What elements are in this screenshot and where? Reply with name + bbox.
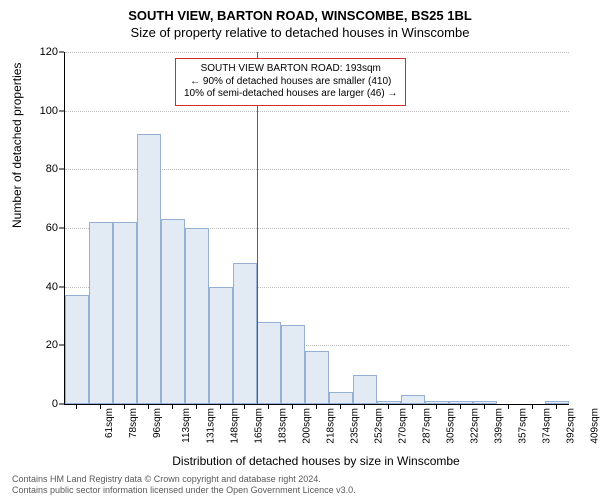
histogram-bar xyxy=(113,222,137,404)
histogram-bar xyxy=(377,401,401,404)
x-tick-label: 374sqm xyxy=(542,408,553,444)
x-tick-mark xyxy=(316,404,317,409)
x-tick-label: 287sqm xyxy=(422,408,433,444)
histogram-bar xyxy=(185,228,209,404)
y-tick-label: 20 xyxy=(46,339,58,351)
x-tick-mark xyxy=(172,404,173,409)
x-tick-mark xyxy=(148,404,149,409)
chart-subtitle: Size of property relative to detached ho… xyxy=(0,23,600,40)
y-tick-label: 0 xyxy=(52,398,58,410)
gridline xyxy=(65,111,569,112)
y-tick-label: 60 xyxy=(46,222,58,234)
histogram-bar xyxy=(329,392,353,404)
x-tick-label: 392sqm xyxy=(566,408,577,444)
x-tick-mark xyxy=(100,404,101,409)
histogram-bar xyxy=(89,222,113,404)
x-axis-label: Distribution of detached houses by size … xyxy=(64,454,568,468)
plot-area: SOUTH VIEW BARTON ROAD: 193sqm ← 90% of … xyxy=(64,52,569,405)
annotation-line-2: ← 90% of detached houses are smaller (41… xyxy=(184,76,397,89)
x-tick-mark xyxy=(532,404,533,409)
x-tick-mark xyxy=(220,404,221,409)
footer-line-1: Contains HM Land Registry data © Crown c… xyxy=(12,474,588,485)
x-tick-label: 270sqm xyxy=(398,408,409,444)
x-tick-label: 218sqm xyxy=(326,408,337,444)
footer-line-2: Contains public sector information licen… xyxy=(12,485,588,496)
histogram-bar xyxy=(305,351,329,404)
histogram-bar xyxy=(137,134,161,404)
histogram-bar xyxy=(449,401,473,404)
x-tick-mark xyxy=(124,404,125,409)
footer: Contains HM Land Registry data © Crown c… xyxy=(12,474,588,496)
histogram-bar xyxy=(401,395,425,404)
x-tick-mark xyxy=(556,404,557,409)
x-tick-label: 61sqm xyxy=(104,408,115,438)
x-tick-label: 78sqm xyxy=(128,408,139,438)
x-tick-label: 183sqm xyxy=(278,408,289,444)
histogram-bar xyxy=(473,401,497,404)
histogram-bar xyxy=(161,219,185,404)
x-tick-label: 339sqm xyxy=(494,408,505,444)
x-tick-mark xyxy=(244,404,245,409)
x-tick-label: 409sqm xyxy=(590,408,600,444)
gridline xyxy=(65,52,569,53)
y-tick-label: 100 xyxy=(40,105,58,117)
histogram-bar xyxy=(281,325,305,404)
chart-title: SOUTH VIEW, BARTON ROAD, WINSCOMBE, BS25… xyxy=(0,0,600,23)
x-tick-mark xyxy=(508,404,509,409)
x-tick-label: 165sqm xyxy=(254,408,265,444)
annotation-line-1: SOUTH VIEW BARTON ROAD: 193sqm xyxy=(184,63,397,76)
x-tick-mark xyxy=(292,404,293,409)
x-tick-label: 131sqm xyxy=(206,408,217,444)
histogram-bar xyxy=(209,287,233,404)
histogram-bar xyxy=(353,375,377,404)
histogram-bar xyxy=(545,401,569,404)
x-tick-mark xyxy=(340,404,341,409)
x-tick-label: 113sqm xyxy=(181,408,192,443)
x-tick-mark xyxy=(388,404,389,409)
y-axis: 020406080100120 xyxy=(0,52,64,404)
x-tick-mark xyxy=(436,404,437,409)
x-tick-label: 235sqm xyxy=(350,408,361,444)
x-tick-label: 322sqm xyxy=(470,408,481,444)
x-tick-mark xyxy=(196,404,197,409)
x-tick-label: 252sqm xyxy=(374,408,385,444)
histogram-bar xyxy=(257,322,281,404)
chart-container: SOUTH VIEW, BARTON ROAD, WINSCOMBE, BS25… xyxy=(0,0,600,500)
y-tick-label: 40 xyxy=(46,281,58,293)
y-tick-label: 80 xyxy=(46,163,58,175)
annotation-line-3: 10% of semi-detached houses are larger (… xyxy=(184,88,397,101)
x-tick-label: 200sqm xyxy=(302,408,313,444)
x-tick-mark xyxy=(364,404,365,409)
x-tick-mark xyxy=(460,404,461,409)
x-tick-mark xyxy=(76,404,77,409)
histogram-bar xyxy=(425,401,449,404)
annotation-box: SOUTH VIEW BARTON ROAD: 193sqm ← 90% of … xyxy=(175,58,406,106)
x-tick-label: 148sqm xyxy=(230,408,241,444)
y-tick-label: 120 xyxy=(40,46,58,58)
histogram-bar xyxy=(65,295,89,404)
x-tick-mark xyxy=(412,404,413,409)
x-tick-label: 96sqm xyxy=(152,408,163,438)
x-tick-mark xyxy=(268,404,269,409)
histogram-bar xyxy=(233,263,257,404)
x-tick-mark xyxy=(484,404,485,409)
x-tick-label: 357sqm xyxy=(518,408,529,444)
x-tick-label: 305sqm xyxy=(446,408,457,444)
